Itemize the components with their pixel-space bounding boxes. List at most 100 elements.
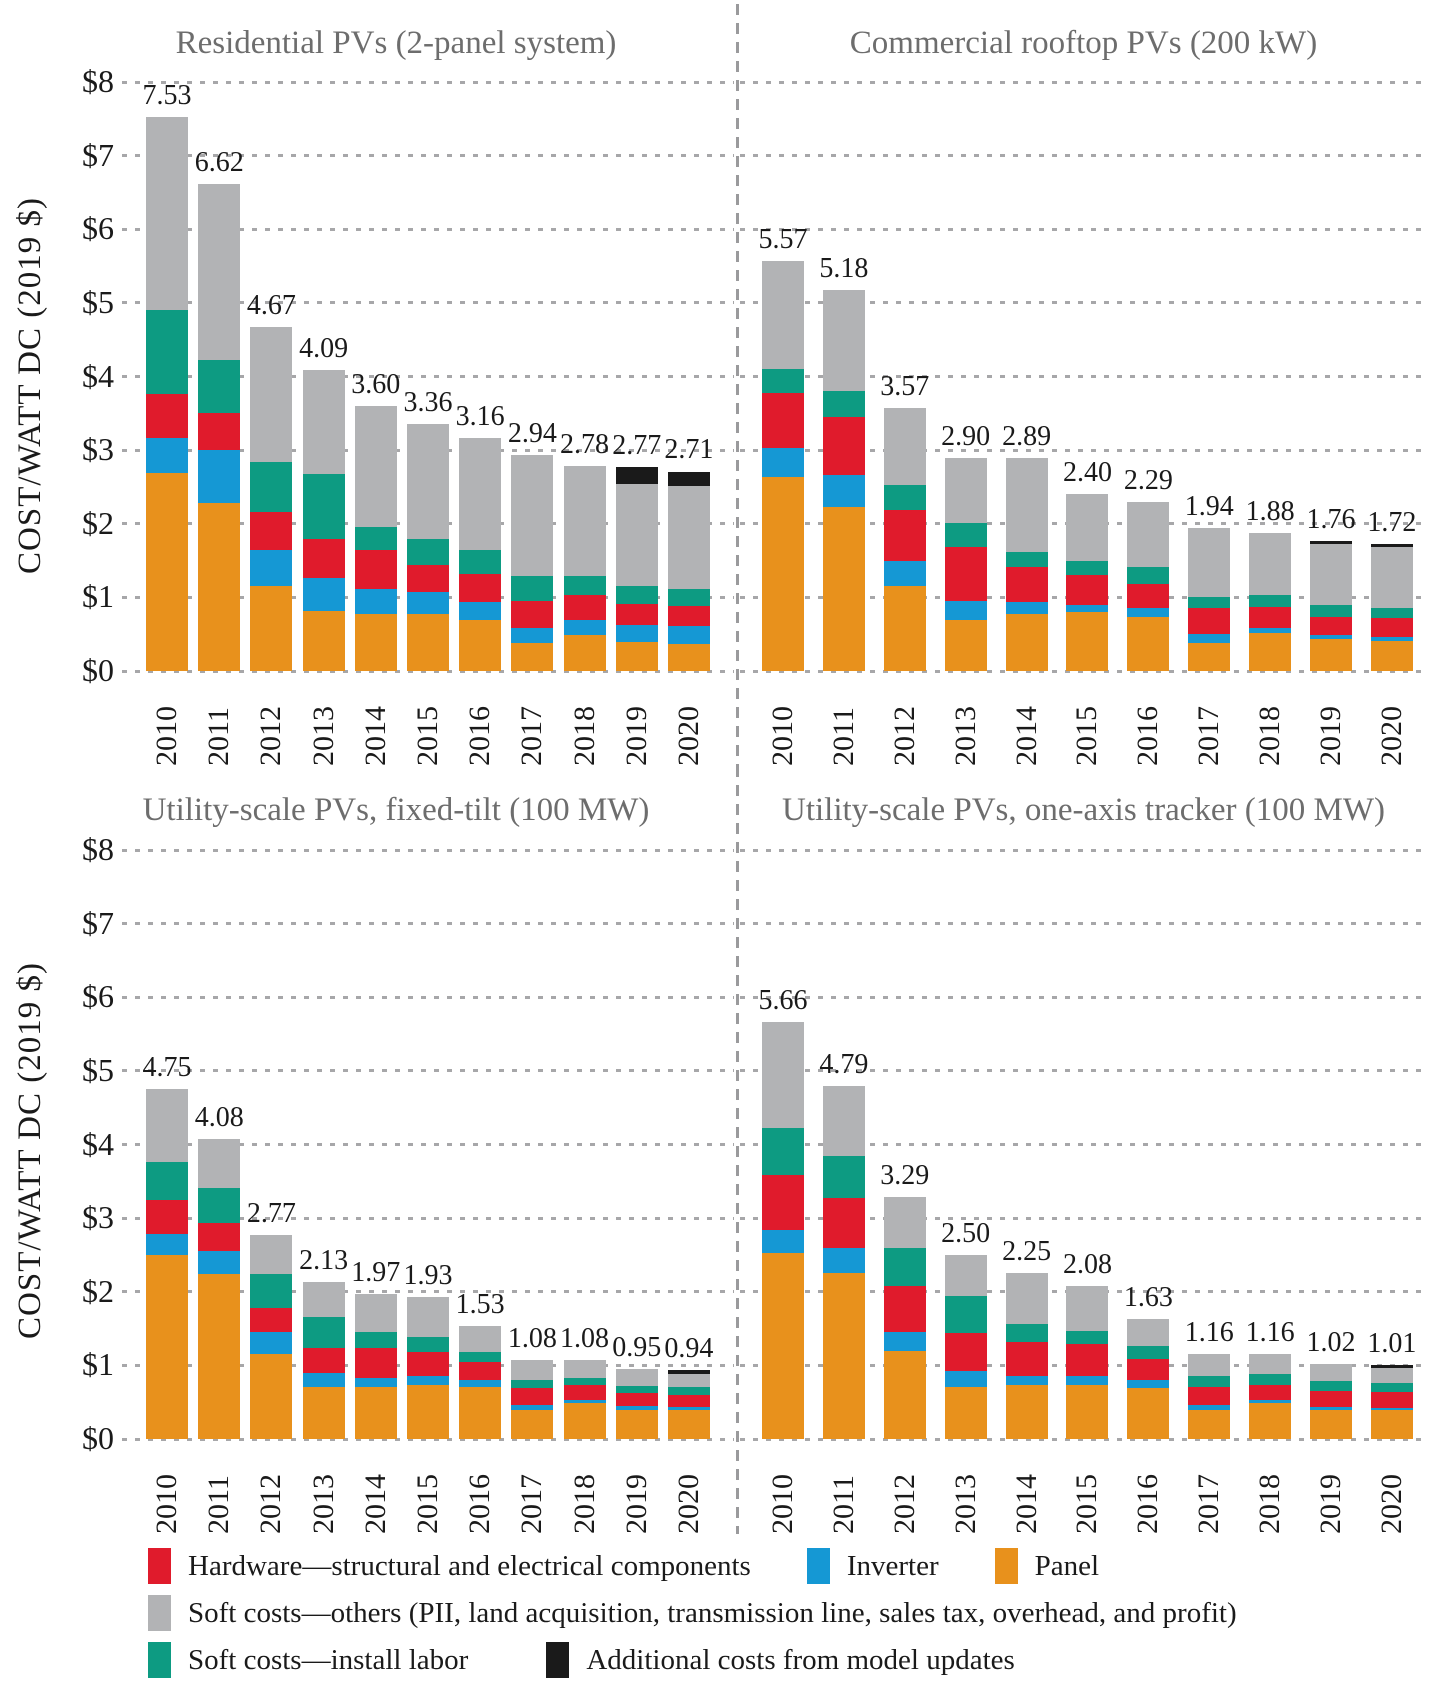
bar-2020: 0.94 [664, 850, 713, 1439]
gridline [122, 1290, 734, 1294]
bar-segment-inverter [459, 601, 502, 621]
panel-utility-tracker: Utility-scale PVs, one-axis tracker (100… [740, 766, 1427, 1534]
bar-2013: 2.90 [941, 82, 990, 671]
y-tick-1: $1 [82, 1346, 114, 1383]
bar-segment-soft_other [1005, 458, 1048, 552]
bar-segment-inverter [1310, 1406, 1353, 1410]
gridline [740, 448, 1427, 452]
bar-segment-panel [615, 1409, 658, 1439]
bar-2016: 3.16 [456, 82, 505, 671]
gridline [740, 227, 1427, 231]
bar-segment-panel [1370, 640, 1413, 671]
bar-segment-inverter [1005, 601, 1048, 614]
year-text: 2015 [410, 706, 444, 766]
plotarea-utility-tracker: 5.66 4.79 3.29 2.50 2.25 2.08 1.63 1.16 1.16 1.02… [740, 848, 1427, 1534]
year-label-2015: 2015 [407, 1445, 449, 1534]
stacked-bar [354, 405, 397, 671]
legend-label-hardware: Hardware—structural and electrical compo… [188, 1549, 751, 1582]
bar-segment-install_labor [1127, 567, 1170, 585]
bar-2010: 5.57 [759, 82, 808, 671]
y-axis-label-column-bottom: COST/WATT DC (2019 $) [2, 766, 58, 1534]
year-text: 2010 [766, 1474, 799, 1534]
bar-segment-install_labor [563, 576, 606, 596]
bar-segment-install_labor [250, 1274, 293, 1308]
bar-segment-panel [354, 614, 397, 671]
bar-total-label: 4.67 [246, 290, 296, 322]
y-tick-2: $2 [82, 1272, 114, 1309]
year-text: 2010 [150, 706, 183, 766]
inverter-swatch-icon [806, 1548, 830, 1584]
panel-divider-top [734, 4, 740, 766]
bar-segment-inverter [1127, 607, 1170, 618]
bar-segment-hardware [1249, 1384, 1292, 1400]
stacked-bar [1370, 544, 1413, 671]
bar-2017: 2.94 [508, 82, 557, 671]
bar-total-label: 2.50 [941, 1217, 991, 1249]
year-label-2019: 2019 [1310, 677, 1352, 766]
bar-segment-soft_other [944, 457, 987, 524]
stacked-bar [1310, 541, 1353, 671]
bar-segment-inverter [762, 1229, 804, 1253]
bar-2014: 1.97 [351, 850, 400, 1439]
bar-2016: 1.63 [1124, 850, 1173, 1439]
bar-segment-panel [302, 611, 345, 671]
legend-item-model-updates: Additional costs from model updates [546, 1642, 1015, 1678]
year-label-2014: 2014 [355, 677, 397, 766]
bar-total-label: 1.02 [1306, 1326, 1356, 1358]
bar-segment-install_labor [762, 1128, 804, 1176]
bar-segment-hardware [822, 417, 865, 476]
year-text: 2020 [671, 706, 705, 766]
bar-2017: 1.94 [1185, 82, 1234, 671]
year-text: 2018 [1253, 706, 1287, 766]
bar-2012: 3.29 [880, 850, 929, 1439]
bar-2019: 1.02 [1307, 850, 1356, 1439]
bar-segment-hardware [615, 1393, 658, 1406]
bar-segment-panel [1249, 1402, 1292, 1439]
year-text: 2014 [1009, 1474, 1043, 1534]
year-label-2017: 2017 [511, 677, 553, 766]
year-text: 2020 [1374, 1474, 1408, 1534]
bar-segment-hardware [302, 1347, 345, 1374]
stacked-bar [198, 1138, 241, 1439]
bar-total-label: 5.57 [758, 223, 808, 255]
bar-segment-inverter [354, 1377, 397, 1387]
year-label-2019: 2019 [1310, 1445, 1352, 1534]
panel-title-utility-fixed: Utility-scale PVs, fixed-tilt (100 MW) [142, 791, 650, 828]
bar-segment-soft_other [302, 1282, 345, 1317]
bottom-row: COST/WATT DC (2019 $) Utility-scale PVs,… [2, 766, 1427, 1534]
stacked-bar [563, 1359, 606, 1439]
panel-title-commercial: Commercial rooftop PVs (200 kW) [849, 24, 1318, 61]
bar-segment-install_labor [511, 576, 554, 602]
bar-total-label: 7.53 [142, 79, 192, 111]
bar-segment-inverter [1127, 1380, 1170, 1389]
year-label-2016: 2016 [459, 1445, 501, 1534]
y-tick-0: $0 [82, 652, 114, 688]
bar-segment-inverter [667, 626, 710, 644]
bar-2011: 4.79 [819, 850, 868, 1439]
bar-segment-soft_other [1005, 1273, 1048, 1325]
bar-segment-install_labor [615, 586, 658, 605]
year-label-2011: 2011 [823, 677, 865, 766]
bar-segment-soft_other [459, 438, 502, 550]
year-label-2017: 2017 [1188, 1445, 1230, 1534]
year-text: 2012 [254, 706, 288, 766]
year-text: 2020 [1374, 706, 1408, 766]
bar-segment-soft_other [146, 1089, 188, 1163]
year-label-2010: 2010 [762, 1445, 804, 1534]
year-label-2011: 2011 [823, 1445, 865, 1534]
stacked-bar [511, 1359, 554, 1439]
year-label-2010: 2010 [146, 1445, 188, 1534]
bar-segment-hardware [944, 546, 987, 602]
y-tick-2: $2 [82, 504, 114, 541]
bar-segment-panel [1127, 617, 1170, 671]
divider-line [735, 4, 739, 766]
stacked-bar [302, 369, 345, 671]
legend: Hardware—structural and electrical compo… [2, 1534, 1427, 1678]
bar-segment-inverter [406, 591, 449, 615]
bar-segment-soft_other [762, 1022, 804, 1129]
year-label-2020: 2020 [1371, 1445, 1413, 1534]
bar-segment-hardware [563, 1385, 606, 1400]
bar-segment-soft_other [883, 408, 926, 485]
bar-2015: 2.08 [1063, 850, 1112, 1439]
bar-segment-install_labor [667, 1387, 710, 1395]
